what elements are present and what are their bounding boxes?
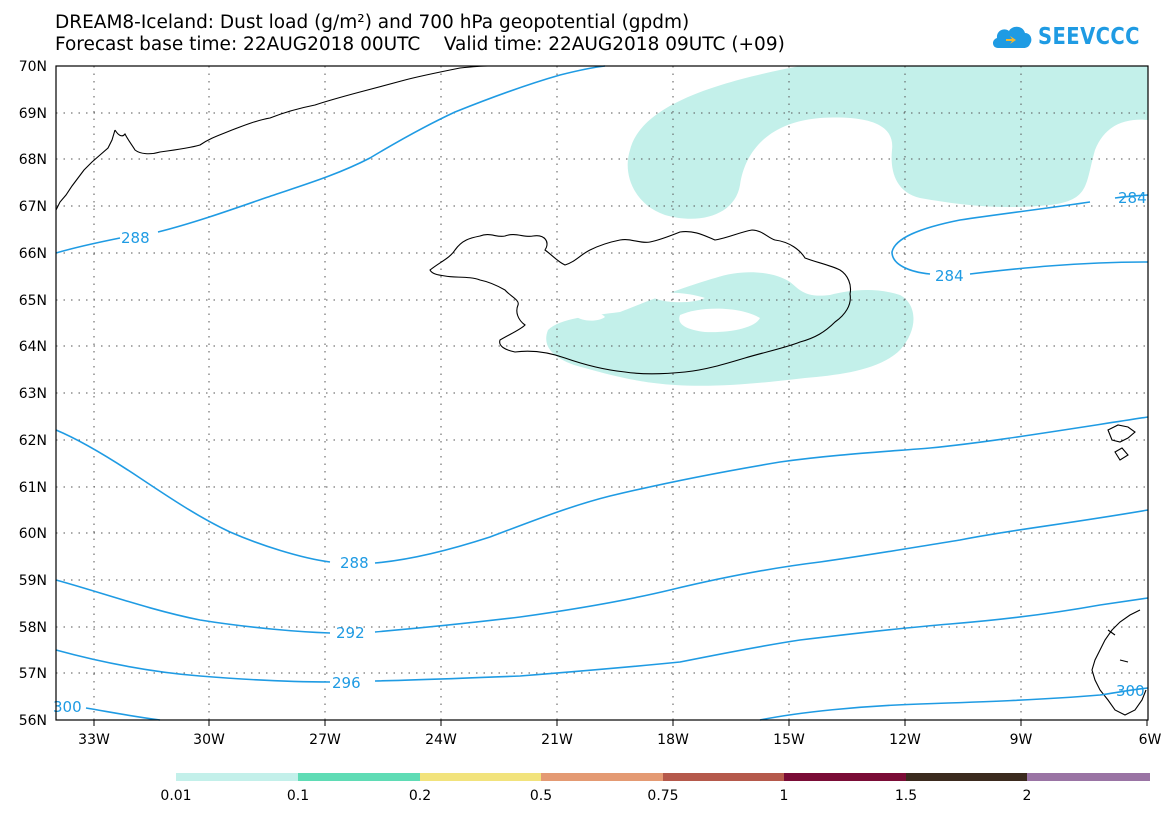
colorbar-label: 0.2 bbox=[409, 788, 431, 804]
colorbar-segment bbox=[1027, 773, 1150, 781]
lat-label: 69N bbox=[19, 106, 47, 122]
colorbar-label: 1 bbox=[780, 788, 789, 804]
colorbar bbox=[176, 773, 1150, 781]
axis-ticks bbox=[93, 720, 1148, 726]
colorbar-segment bbox=[906, 773, 1027, 781]
contour-300-east bbox=[759, 687, 1149, 721]
lat-label: 64N bbox=[19, 339, 47, 355]
colorbar-labels: 0.01 0.1 0.2 0.5 0.75 1 1.5 2 bbox=[160, 788, 1031, 804]
lat-label: 67N bbox=[19, 199, 47, 215]
colorbar-segment bbox=[541, 773, 663, 781]
seevccc-logo: SEEVCCC bbox=[990, 22, 1158, 52]
coast-iceland bbox=[429, 229, 852, 375]
map-frame bbox=[55, 65, 1149, 721]
colorbar-label: 2 bbox=[1023, 788, 1032, 804]
lat-label: 57N bbox=[19, 666, 47, 682]
lat-label: 63N bbox=[19, 386, 47, 402]
lat-label: 59N bbox=[19, 573, 47, 589]
contour-label-group: 288 288 292 296 300 284 284 300 bbox=[53, 189, 1147, 716]
lat-labels: 70N 69N 68N 67N 66N 65N 64N 63N 62N 61N … bbox=[19, 59, 47, 729]
colorbar-label: 0.01 bbox=[160, 788, 191, 804]
lat-label: 70N bbox=[19, 59, 47, 75]
colorbar-label: 0.5 bbox=[530, 788, 552, 804]
lon-label: 27W bbox=[309, 732, 341, 748]
colorbar-segment bbox=[784, 773, 906, 781]
colorbar-segment bbox=[663, 773, 784, 781]
lon-labels: 33W 30W 27W 24W 21W 18W 15W 12W 9W 6W bbox=[78, 732, 1161, 748]
lat-label: 62N bbox=[19, 433, 47, 449]
lat-label: 61N bbox=[19, 480, 47, 496]
lat-label: 56N bbox=[19, 713, 47, 729]
lon-label: 33W bbox=[78, 732, 110, 748]
colorbar-label: 1.5 bbox=[895, 788, 917, 804]
coast-scotland bbox=[1091, 609, 1147, 716]
lon-label: 18W bbox=[657, 732, 689, 748]
colorbar-segment bbox=[420, 773, 541, 781]
dust-load-shading bbox=[546, 66, 1148, 386]
coastlines bbox=[55, 65, 1147, 716]
coast-faroe bbox=[1107, 424, 1136, 461]
lon-label: 24W bbox=[425, 732, 457, 748]
contour-300-west bbox=[85, 707, 161, 721]
cloud-logo-icon bbox=[992, 26, 1032, 48]
contour-label: 292 bbox=[336, 624, 365, 642]
colorbar-label: 0.1 bbox=[287, 788, 309, 804]
contour-296 bbox=[55, 597, 1149, 683]
geopotential-contours bbox=[55, 65, 1149, 721]
contour-288-north bbox=[55, 65, 606, 254]
lon-label: 21W bbox=[541, 732, 573, 748]
lat-label: 58N bbox=[19, 620, 47, 636]
contour-292 bbox=[55, 509, 1149, 634]
lat-label: 60N bbox=[19, 526, 47, 542]
contour-label: 300 bbox=[1116, 682, 1145, 700]
colorbar-segment bbox=[298, 773, 420, 781]
lat-label: 68N bbox=[19, 152, 47, 168]
lon-label: 9W bbox=[1010, 732, 1033, 748]
lon-label: 15W bbox=[773, 732, 805, 748]
contour-label: 296 bbox=[332, 674, 361, 692]
contour-288-south bbox=[55, 416, 1149, 564]
contour-label: 288 bbox=[121, 229, 150, 247]
lat-label: 65N bbox=[19, 293, 47, 309]
map-title: DREAM8-Iceland: Dust load (g/m²) and 700… bbox=[55, 12, 690, 33]
lon-label: 6W bbox=[1139, 732, 1162, 748]
lon-label: 12W bbox=[889, 732, 921, 748]
contour-284 bbox=[891, 194, 1149, 275]
contour-label: 284 bbox=[935, 267, 964, 285]
contour-label: 288 bbox=[340, 554, 369, 572]
dust-area-north bbox=[627, 66, 1148, 219]
colorbar-label: 0.75 bbox=[647, 788, 678, 804]
colorbar-segment bbox=[176, 773, 298, 781]
contour-label: 284 bbox=[1118, 189, 1147, 207]
coast-greenland bbox=[55, 65, 489, 211]
logo-text: SEEVCCC bbox=[1038, 24, 1140, 50]
map-subtitle: Forecast base time: 22AUG2018 00UTC Vali… bbox=[55, 34, 785, 55]
lon-label: 30W bbox=[193, 732, 225, 748]
lat-label: 66N bbox=[19, 246, 47, 262]
contour-label: 300 bbox=[53, 698, 82, 716]
